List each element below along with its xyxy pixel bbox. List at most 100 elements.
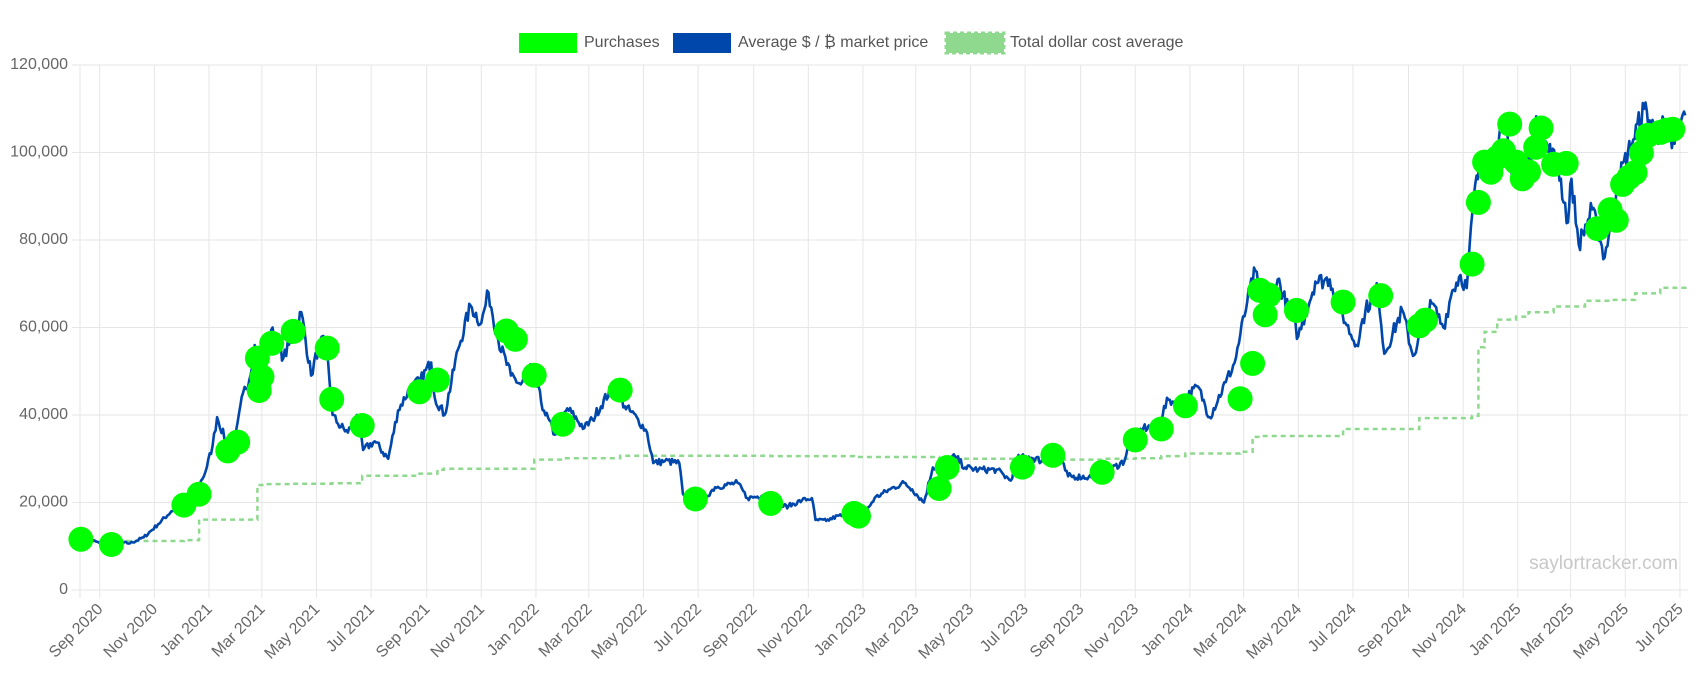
- x-tick-label: Jan 2022: [484, 601, 543, 660]
- x-tick-label: Nov 2022: [755, 601, 816, 662]
- y-tick-label: 20,000: [19, 494, 68, 511]
- purchase-point: [424, 367, 450, 393]
- x-tick-label: Nov 2021: [428, 601, 489, 662]
- x-tick-label: May 2021: [262, 601, 324, 663]
- purchase-markers: [68, 111, 1686, 557]
- x-tick-label: Mar 2025: [1518, 601, 1578, 661]
- chart-legend[interactable]: Purchases Average $ / ₿ market price Tot…: [519, 31, 1184, 55]
- x-tick-label: Mar 2023: [863, 601, 923, 661]
- x-tick-label: Jan 2024: [1138, 601, 1197, 660]
- x-tick-label: Jan 2025: [1466, 601, 1525, 660]
- purchase-point: [846, 503, 871, 529]
- purchase-point: [225, 429, 251, 455]
- purchase-point: [926, 476, 952, 501]
- purchase-point: [1122, 427, 1148, 453]
- purchase-point: [1040, 442, 1066, 468]
- legend-swatch-market-price: [673, 33, 731, 53]
- x-tick-label: Sep 2022: [700, 601, 761, 662]
- x-tick-label: Mar 2021: [209, 601, 269, 661]
- y-tick-label: 40,000: [19, 406, 68, 423]
- purchase-point: [682, 486, 708, 512]
- purchase-point: [1413, 307, 1438, 333]
- x-tick-label: Sep 2023: [1027, 601, 1088, 662]
- cost-average-line: [80, 283, 1687, 543]
- x-tick-label: Nov 2020: [101, 601, 162, 662]
- x-tick-label: Jan 2021: [157, 601, 216, 660]
- purchase-point: [1523, 134, 1549, 160]
- legend-label-purchases: Purchases: [584, 34, 660, 51]
- x-tick-label: Jul 2024: [1305, 601, 1360, 656]
- y-tick-label: 0: [59, 581, 68, 598]
- purchase-point: [1622, 160, 1648, 186]
- x-tick-label: Jul 2025: [1632, 601, 1687, 656]
- purchase-point: [319, 386, 345, 412]
- legend-swatch-purchases: [519, 33, 577, 53]
- purchase-point: [1585, 216, 1610, 242]
- purchase-point: [1528, 115, 1554, 141]
- x-tick-label: May 2025: [1570, 601, 1632, 663]
- x-tick-label: Jul 2023: [977, 601, 1032, 656]
- chart-grid: [72, 64, 1688, 598]
- y-axis: 0 20,000 40,000 60,000 80,000 100,000 120,000: [10, 56, 68, 598]
- y-tick-label: 120,000: [10, 56, 68, 73]
- x-tick-label: May 2024: [1243, 601, 1305, 663]
- purchase-point: [521, 362, 547, 388]
- y-tick-label: 80,000: [19, 231, 68, 248]
- purchase-point: [349, 413, 375, 438]
- purchase-point: [1516, 159, 1541, 185]
- purchase-point: [1660, 116, 1686, 142]
- plot-area: [68, 101, 1687, 557]
- x-tick-label: Jan 2023: [811, 601, 870, 660]
- y-tick-label: 60,000: [19, 319, 68, 336]
- purchase-point: [1252, 302, 1278, 328]
- purchase-point: [1330, 289, 1356, 315]
- purchase-point: [1553, 150, 1579, 176]
- purchase-point: [1148, 416, 1174, 442]
- x-tick-label: Sep 2020: [46, 601, 107, 662]
- legend-label-cost-average: Total dollar cost average: [1010, 34, 1184, 51]
- purchase-point: [502, 326, 528, 352]
- purchase-point: [1172, 393, 1198, 419]
- purchase-point: [68, 526, 94, 552]
- purchase-point: [407, 379, 432, 405]
- legend-item-cost-average[interactable]: Total dollar cost average: [944, 31, 1184, 55]
- purchase-point: [1240, 350, 1266, 376]
- x-tick-label: Mar 2022: [536, 601, 596, 661]
- purchase-point: [1227, 386, 1253, 412]
- purchase-point: [1089, 459, 1115, 485]
- x-tick-label: May 2022: [589, 601, 651, 663]
- watermark-text: saylortracker.com: [1529, 553, 1678, 574]
- legend-swatch-cost-average: [944, 31, 1006, 55]
- legend-label-market-price: Average $ / ₿ market price: [738, 33, 928, 51]
- x-tick-label: Nov 2023: [1082, 601, 1143, 662]
- purchase-point: [259, 330, 285, 356]
- purchase-point: [98, 532, 124, 557]
- y-tick-label: 100,000: [10, 144, 68, 161]
- x-tick-label: Nov 2024: [1410, 601, 1471, 662]
- purchase-point: [1009, 454, 1035, 480]
- purchase-point: [1256, 282, 1282, 308]
- legend-item-market-price[interactable]: Average $ / ₿ market price: [673, 33, 928, 53]
- purchase-point: [934, 455, 960, 480]
- purchase-point: [314, 335, 340, 361]
- purchase-point: [758, 490, 784, 516]
- purchase-point: [280, 318, 306, 344]
- purchase-point: [1368, 283, 1394, 309]
- purchase-point: [186, 481, 212, 507]
- legend-item-purchases[interactable]: Purchases: [519, 33, 660, 53]
- purchase-point: [1459, 251, 1485, 277]
- purchase-point: [1497, 111, 1523, 137]
- purchase-point: [1603, 207, 1629, 233]
- x-tick-label: May 2023: [916, 601, 978, 663]
- x-tick-label: Mar 2024: [1191, 601, 1251, 661]
- x-tick-label: Jul 2022: [650, 601, 705, 656]
- purchase-point: [249, 364, 275, 390]
- purchase-point: [1284, 297, 1309, 323]
- purchase-point: [1465, 189, 1491, 215]
- purchase-point: [550, 411, 576, 437]
- x-tick-label: Jul 2021: [323, 601, 378, 656]
- purchase-point: [607, 377, 633, 403]
- market-price-line: [79, 101, 1687, 547]
